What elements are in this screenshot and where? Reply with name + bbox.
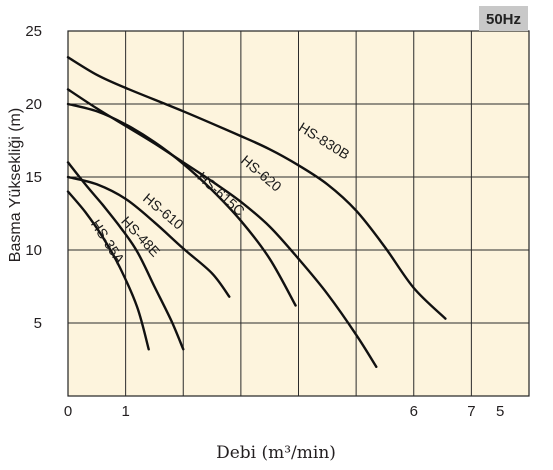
x-tick-label: 7 [467, 403, 475, 420]
x-tick-label: 1 [121, 403, 129, 420]
pump-curves [66, 56, 447, 368]
x-axis-label: Debi (m³/min) [216, 443, 336, 463]
x-tick-label: 0 [64, 403, 72, 420]
y-tick-label: 25 [25, 23, 42, 40]
y-tick-label: 20 [25, 96, 42, 113]
curve-hs-830b [66, 56, 447, 320]
y-axis-ticks: 5 10 15 20 25 [25, 23, 42, 332]
frequency-badge-background [479, 6, 528, 31]
x-tick-label: 6 [410, 403, 418, 420]
curve-hs-620 [66, 88, 378, 368]
y-axis-label: Basma Yüksekliği (m) [7, 108, 24, 262]
frequency-badge: 50Hz [479, 6, 528, 31]
frequency-badge-label: 50Hz [486, 11, 521, 28]
curve-hs-610 [66, 175, 231, 298]
curve-hs-48e [66, 161, 185, 351]
x-axis-ticks: 0 1 6 7 5 [64, 403, 505, 420]
y-tick-label: 5 [34, 315, 42, 332]
y-tick-label: 15 [25, 169, 42, 186]
x-tick-label: 5 [496, 403, 504, 420]
y-tick-label: 10 [25, 242, 42, 259]
curve-hs-35a [66, 190, 150, 351]
grid-lines [68, 31, 529, 396]
